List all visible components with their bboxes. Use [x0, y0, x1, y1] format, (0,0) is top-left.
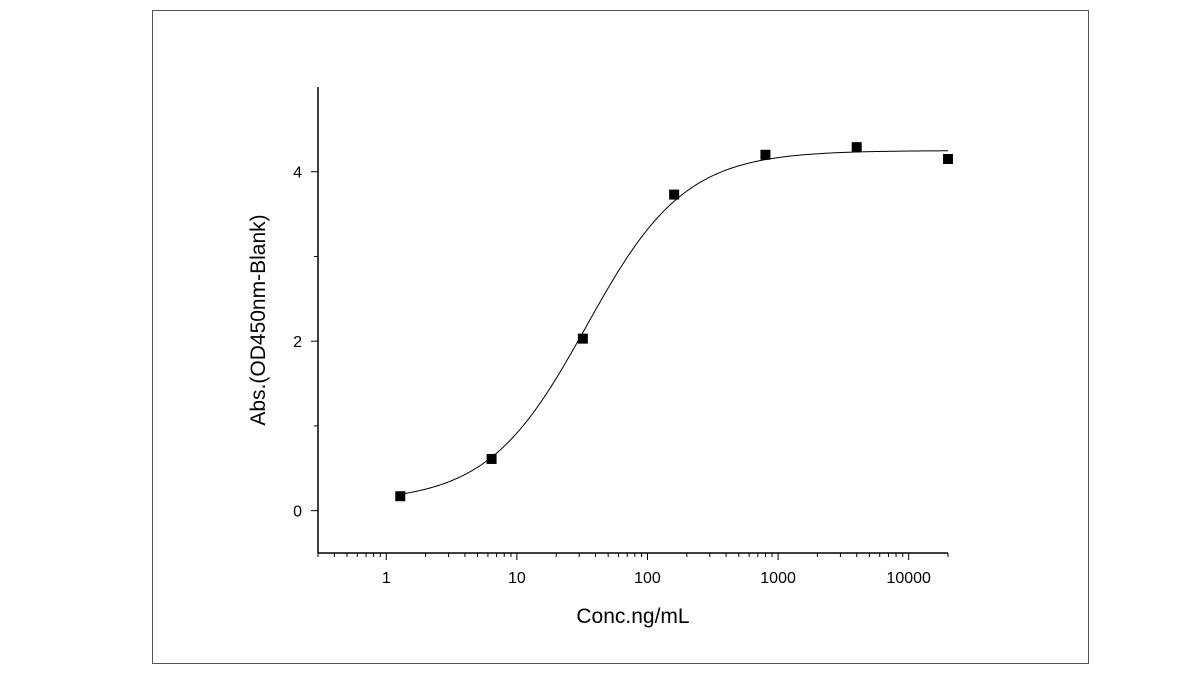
- y-tick-label: 4: [293, 165, 302, 182]
- y-tick-label: 2: [293, 334, 302, 351]
- data-point: [760, 149, 771, 160]
- axes: [317, 87, 948, 554]
- x-tick-label: 100: [634, 570, 661, 587]
- ticks: [311, 171, 949, 560]
- data-point: [486, 453, 497, 464]
- x-tick-label: 10: [508, 570, 526, 587]
- y-tick-label: 0: [293, 504, 302, 521]
- x-tick-label: 1: [382, 570, 391, 587]
- tick-labels: 0 2 4 1 10 100 1000 10000: [293, 165, 931, 587]
- data-point: [577, 333, 588, 344]
- data-point: [395, 491, 406, 502]
- x-tick-label: 10000: [886, 570, 931, 587]
- fit-curve: [400, 150, 949, 495]
- data-points: [395, 142, 953, 502]
- data-point: [669, 189, 680, 200]
- y-axis-title: Abs.(OD450nm-Blank): [247, 214, 270, 425]
- data-point: [943, 154, 953, 165]
- data-point: [851, 142, 862, 153]
- x-tick-label: 1000: [760, 570, 796, 587]
- chart-frame: [152, 10, 1089, 664]
- x-axis-title: Conc.ng/mL: [576, 605, 689, 628]
